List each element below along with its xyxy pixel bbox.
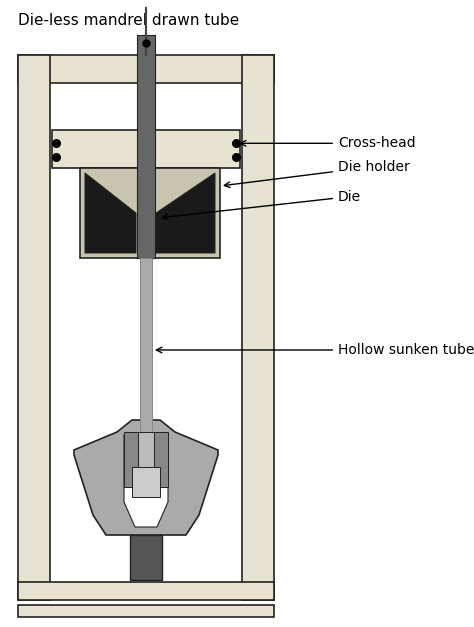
Text: Hollow sunken tube: Hollow sunken tube bbox=[156, 343, 474, 357]
Bar bbox=[80, 168, 220, 258]
Text: Die: Die bbox=[162, 189, 361, 219]
Bar bbox=[18, 55, 50, 600]
Bar bbox=[18, 605, 274, 617]
Polygon shape bbox=[124, 435, 168, 527]
Polygon shape bbox=[74, 420, 218, 535]
Text: Die holder: Die holder bbox=[224, 160, 410, 187]
Text: Cross-head: Cross-head bbox=[240, 136, 416, 150]
Bar bbox=[18, 55, 274, 83]
Bar bbox=[18, 582, 274, 600]
Bar bbox=[140, 258, 152, 510]
Bar bbox=[130, 535, 162, 580]
Bar bbox=[138, 432, 154, 467]
Bar bbox=[152, 432, 168, 487]
Bar bbox=[132, 467, 160, 497]
Bar bbox=[242, 55, 274, 600]
Bar bbox=[52, 130, 240, 168]
Bar bbox=[124, 432, 140, 487]
Polygon shape bbox=[85, 173, 136, 253]
Polygon shape bbox=[156, 173, 215, 253]
Bar bbox=[137, 35, 155, 258]
Text: Die-less mandrel drawn tube: Die-less mandrel drawn tube bbox=[18, 13, 239, 28]
